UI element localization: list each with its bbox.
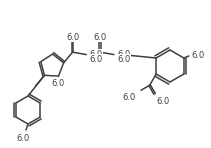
Text: 6.0: 6.0 xyxy=(117,55,130,64)
Text: 6.0: 6.0 xyxy=(66,33,79,42)
Text: 6.0: 6.0 xyxy=(192,50,205,59)
Text: 6.0: 6.0 xyxy=(89,50,103,59)
Text: 6.0: 6.0 xyxy=(51,79,64,88)
Text: 6.0: 6.0 xyxy=(157,97,170,106)
Text: 6.0: 6.0 xyxy=(16,134,30,143)
Text: 6.0: 6.0 xyxy=(93,33,107,42)
Text: 6.0: 6.0 xyxy=(89,55,103,64)
Text: 6.0: 6.0 xyxy=(123,93,136,102)
Text: 6.0: 6.0 xyxy=(117,50,130,59)
